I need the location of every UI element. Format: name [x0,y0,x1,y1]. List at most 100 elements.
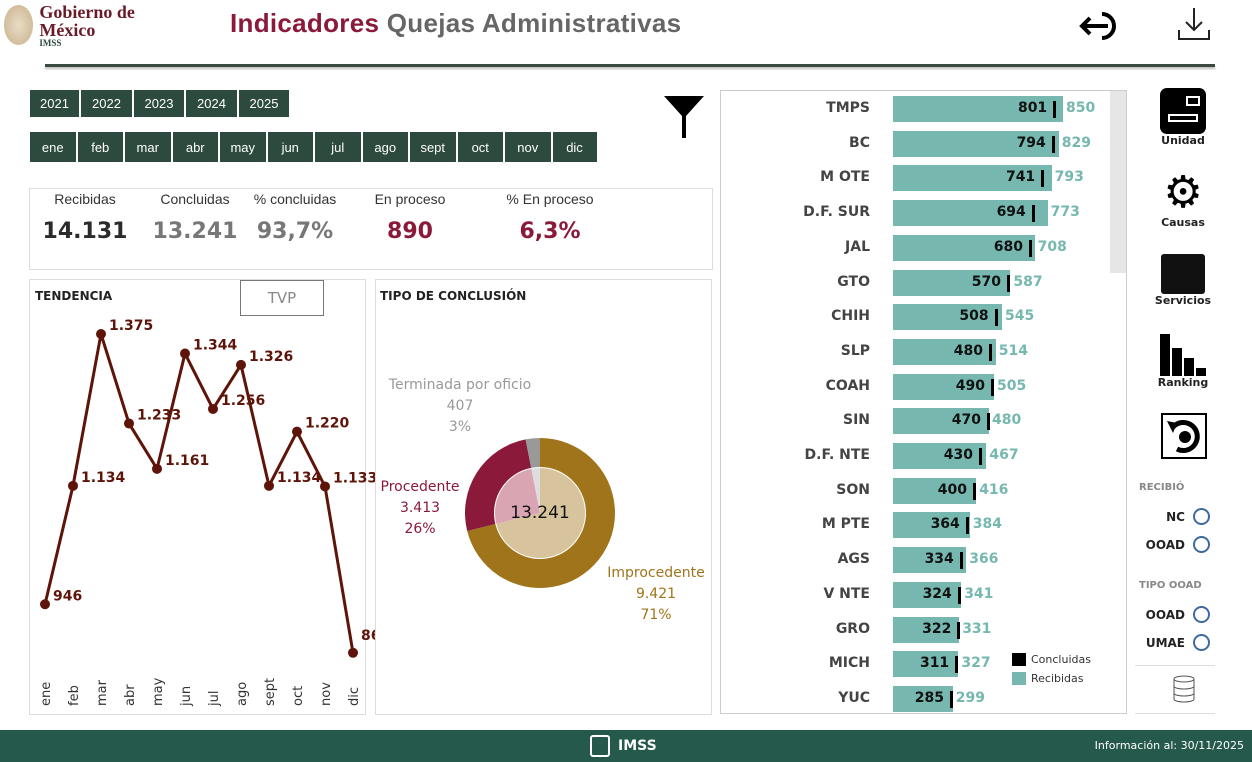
month-button-may[interactable]: may [220,132,268,162]
ranking-row[interactable]: COAH 490 505 [790,373,1110,400]
month-button-mar[interactable]: mar [125,132,173,162]
value-concluidas: 470 [951,412,981,429]
ranking-row[interactable]: MICH 311 327 [790,651,1110,678]
marker-concluidas [979,448,982,465]
month-button-ene[interactable]: ene [30,132,78,162]
point-oct [292,426,302,437]
marker-concluidas [1031,205,1035,223]
radio-circle[interactable] [1193,536,1210,553]
ranking-row[interactable]: CHIH 508 545 [790,304,1110,331]
value-recibidas: 299 [955,689,986,706]
ranking-row[interactable]: SLP 480 514 [790,338,1110,365]
slice-procedente[interactable] [465,439,532,531]
month-button-jul[interactable]: jul [315,132,363,162]
ranking-row[interactable]: GTO 570 587 [790,269,1110,296]
ranking-row[interactable]: M PTE 364 384 [790,512,1110,539]
value-recibidas: 514 [998,342,1029,359]
filter-button[interactable] [664,96,704,142]
nav-ranking[interactable]: Ranking [1150,334,1216,389]
value-concluidas: 794 [1016,134,1046,151]
marker-concluidas [1029,239,1032,257]
radio-circle[interactable] [1193,508,1210,525]
kpi-panel [29,188,713,270]
point-feb [68,480,78,491]
ranking-row[interactable]: AGS 334 366 [790,547,1110,574]
year-button-2024[interactable]: 2024 [186,90,239,117]
ranking-row[interactable]: SON 400 416 [790,477,1110,504]
month-button-feb[interactable]: feb [77,132,125,162]
value-label: 946 [53,588,82,604]
ranking-row[interactable]: D.F. NTE 430 467 [790,443,1110,469]
category-label: GTO [837,273,870,290]
bar-ranking-icon [1160,334,1206,376]
bar-recibidas [893,512,970,539]
info-date: Información al: 30/11/2025 [1094,739,1244,752]
value-recibidas: 327 [961,655,991,672]
year-button-2021[interactable]: 2021 [30,90,81,117]
radio-recibio-nc[interactable]: NC [1135,508,1210,525]
exit-button[interactable] [1076,8,1120,44]
bar-recibidas [893,304,1002,331]
tvp-button[interactable]: TVP [240,280,324,316]
kpi-label: Recibidas [54,191,116,207]
month-button-sept[interactable]: sept [410,132,458,162]
stethoscope-monitor-icon [1161,254,1205,294]
radio-recibio-ooad[interactable]: OOAD [1135,536,1210,553]
database-icon [1173,675,1195,703]
ranking-row[interactable]: TMPS 801 850 [790,96,1110,122]
nav-unidad[interactable]: Unidad [1150,88,1216,147]
database-button[interactable] [1173,675,1195,707]
nav-causas[interactable]: ⚙ Causas [1161,167,1205,230]
x-tick-label: oct [291,686,306,706]
radio-circle[interactable] [1193,634,1210,651]
kpi-concluidas: Concluidas 13.241 [140,191,250,244]
x-tick-label: feb [67,685,82,706]
month-button-jun[interactable]: jun [267,132,315,162]
month-button-dic[interactable]: dic [552,132,599,162]
kpi-recibidas: Recibidas 14.131 [30,191,140,244]
ranking-row[interactable]: M OTE 741 793 [790,165,1110,192]
year-button-2023[interactable]: 2023 [134,90,186,117]
x-tick-label: jul [207,691,222,707]
year-button-2022[interactable]: 2022 [81,90,134,117]
year-button-2025[interactable]: 2025 [239,90,291,117]
inner-slice [495,468,540,524]
kpi-label: % concluidas [253,191,337,207]
radio-tipo-ooad[interactable]: OOAD [1135,606,1210,623]
value-concluidas: 480 [953,342,983,359]
bar-recibidas [893,547,967,574]
ranking-row[interactable]: YUC 285 299 [790,685,1110,712]
ranking-scrollbar[interactable] [1110,91,1126,273]
month-button-ago[interactable]: ago [362,132,410,162]
ranking-row[interactable]: SIN 470 480 [790,408,1110,435]
header-divider [45,64,1215,67]
ranking-row[interactable]: D.F. SUR 694 773 [790,200,1110,227]
legend-swatch-concluidas [1012,653,1026,666]
month-button-abr[interactable]: abr [172,132,220,162]
ranking-row[interactable]: GRO 322 331 [790,616,1110,643]
ranking-row[interactable]: JAL 680 708 [790,234,1110,261]
category-label: COAH [825,377,870,394]
value-recibidas: 416 [979,481,1009,498]
hospital-bed-icon [1160,88,1206,134]
value-concluidas: 801 [1017,100,1048,116]
slice-improcedente[interactable] [467,438,615,588]
donut-center-value: 13.241 [510,503,570,523]
footer: IMSS Información al: 30/11/2025 [0,730,1252,762]
value-recibidas: 850 [1066,100,1096,116]
radio-tipo-umae[interactable]: UMAE [1135,634,1210,651]
radio-circle[interactable] [1193,606,1210,623]
reset-button[interactable] [1161,413,1207,459]
category-label: JAL [845,238,870,255]
x-tick-label: nov [319,682,334,706]
x-tick-label: dic [347,687,362,706]
download-button[interactable] [1176,6,1212,42]
month-button-nov[interactable]: nov [505,132,553,162]
nav-servicios[interactable]: Servicios [1150,250,1216,307]
ranking-row[interactable]: V NTE 324 341 [790,581,1110,608]
slice-terminada-por-oficio[interactable] [525,438,540,468]
kpi-value: 890 [387,219,433,244]
month-button-oct[interactable]: oct [457,132,505,162]
ranking-row[interactable]: BC 794 829 [790,130,1110,157]
category-label: TMPS [826,100,870,116]
